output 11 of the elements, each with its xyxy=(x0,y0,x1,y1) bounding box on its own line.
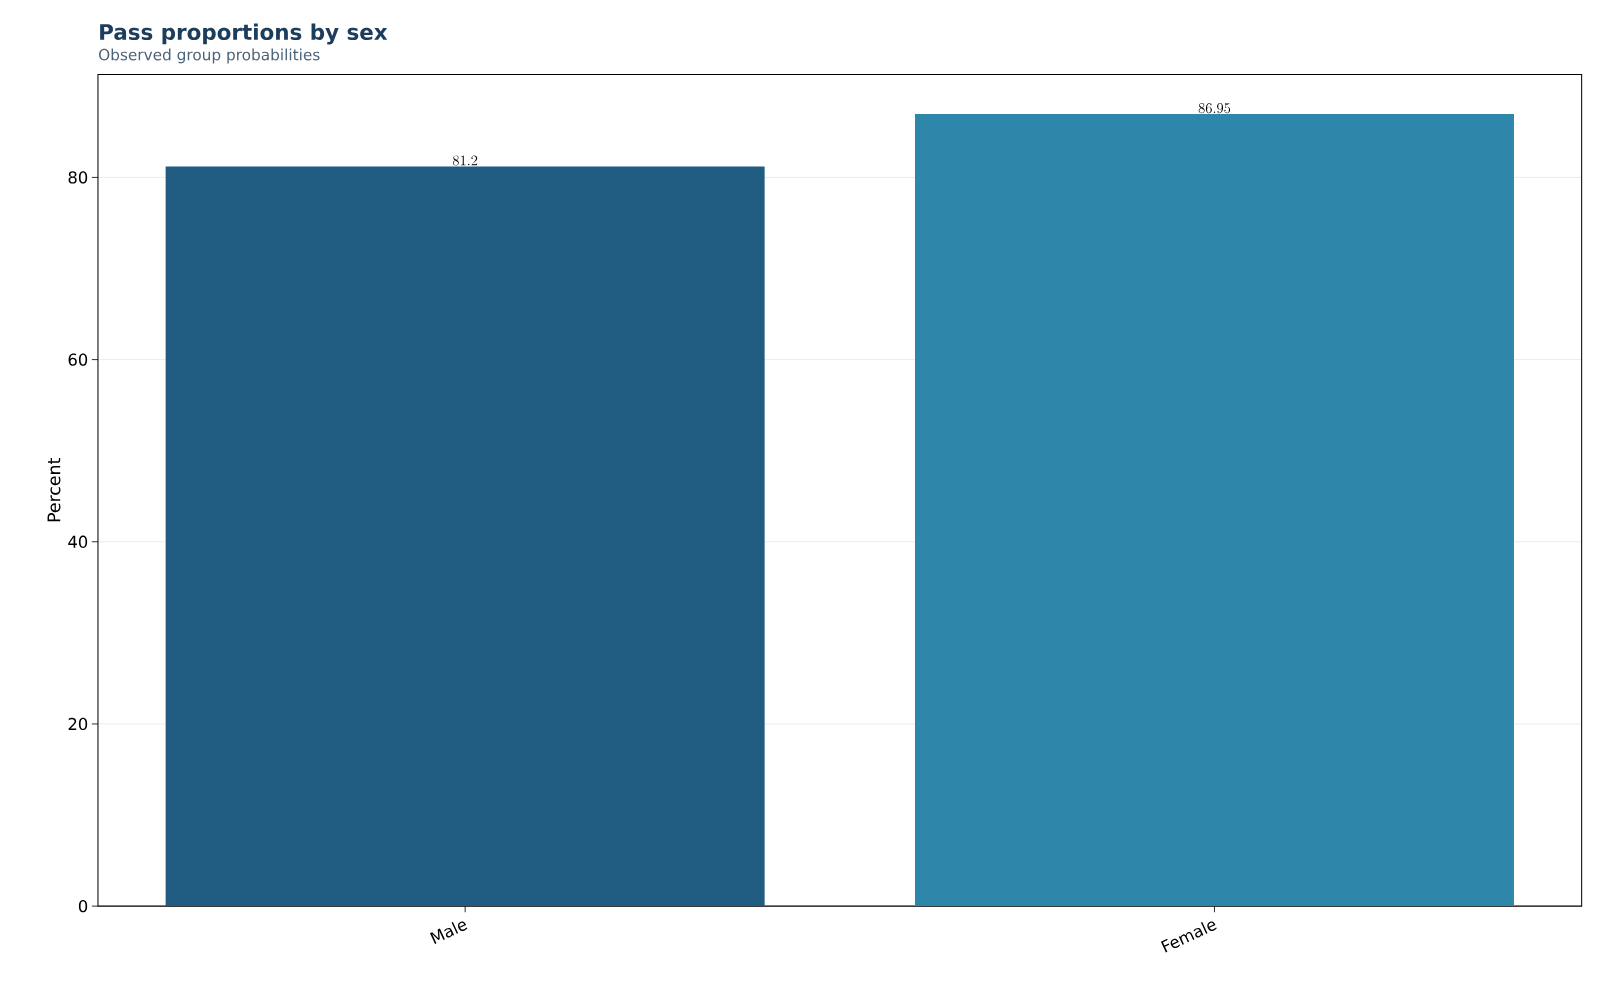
y-tick-label: 40 xyxy=(68,535,88,548)
y-tick-label: 80 xyxy=(68,171,88,184)
chart-title: Pass proportions by sex xyxy=(100,23,388,45)
data-label: 86.95 xyxy=(1198,103,1231,114)
y-axis-title: Percent xyxy=(47,458,61,522)
y-tick-label: 0 xyxy=(78,899,88,913)
y-tick-label: 20 xyxy=(68,717,88,731)
x-tick-label: Male xyxy=(430,921,468,944)
y-tick-label: 60 xyxy=(68,353,88,366)
data-label: 81 .2 xyxy=(452,155,478,166)
chart-subtitle: Observed group probabilities xyxy=(99,48,320,64)
